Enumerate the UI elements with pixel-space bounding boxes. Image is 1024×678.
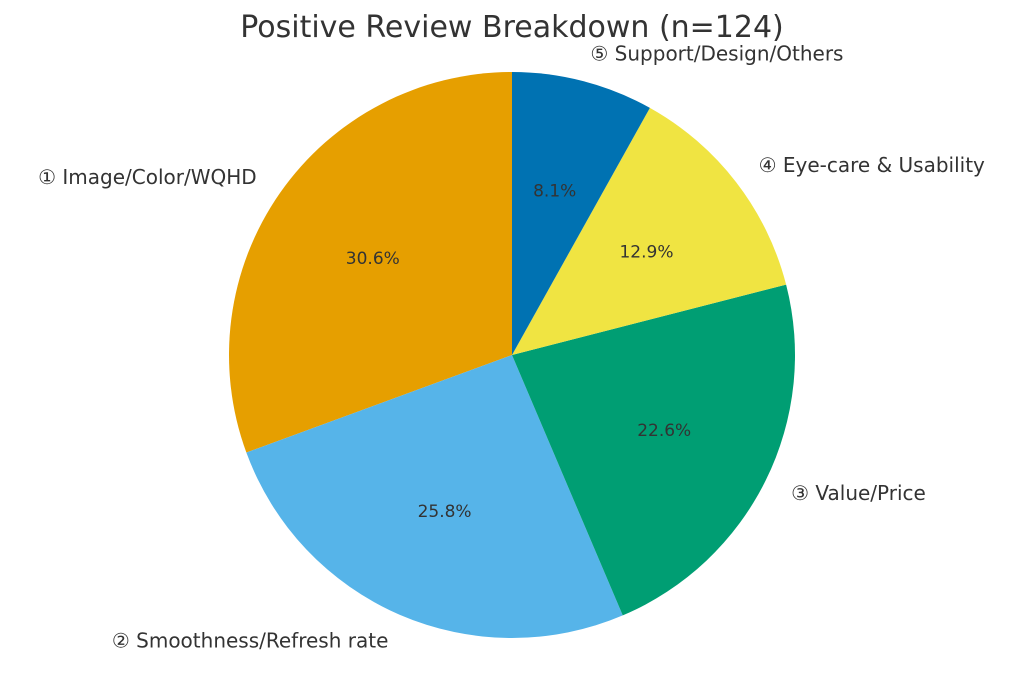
category-label-2: ② Smoothness/Refresh rate — [112, 629, 389, 653]
percentage-labels: 30.6% 25.8% 22.6% 12.9% 8.1% — [346, 182, 691, 522]
percent-label-2: 25.8% — [418, 502, 472, 522]
pie-slice-1 — [229, 72, 512, 453]
percent-label-3: 22.6% — [637, 421, 691, 441]
percent-label-1: 30.6% — [346, 249, 400, 269]
chart-title: Positive Review Breakdown (n=124) — [240, 10, 784, 45]
percent-label-5: 8.1% — [533, 182, 576, 202]
percent-label-4: 12.9% — [619, 242, 673, 262]
pie-slice-3 — [512, 284, 796, 616]
pie-slice-5 — [512, 72, 650, 355]
pie-slices — [229, 72, 796, 639]
pie-slice-2 — [246, 355, 623, 639]
category-label-4: ④ Eye-care & Usability — [759, 153, 985, 177]
category-label-5: ⑤ Support/Design/Others — [590, 42, 843, 66]
slice-labels: ① Image/Color/WQHD ② Smoothness/Refresh r… — [38, 42, 985, 653]
pie-slice-4 — [512, 107, 787, 356]
category-label-1: ① Image/Color/WQHD — [38, 165, 257, 189]
category-label-3: ③ Value/Price — [791, 481, 926, 505]
